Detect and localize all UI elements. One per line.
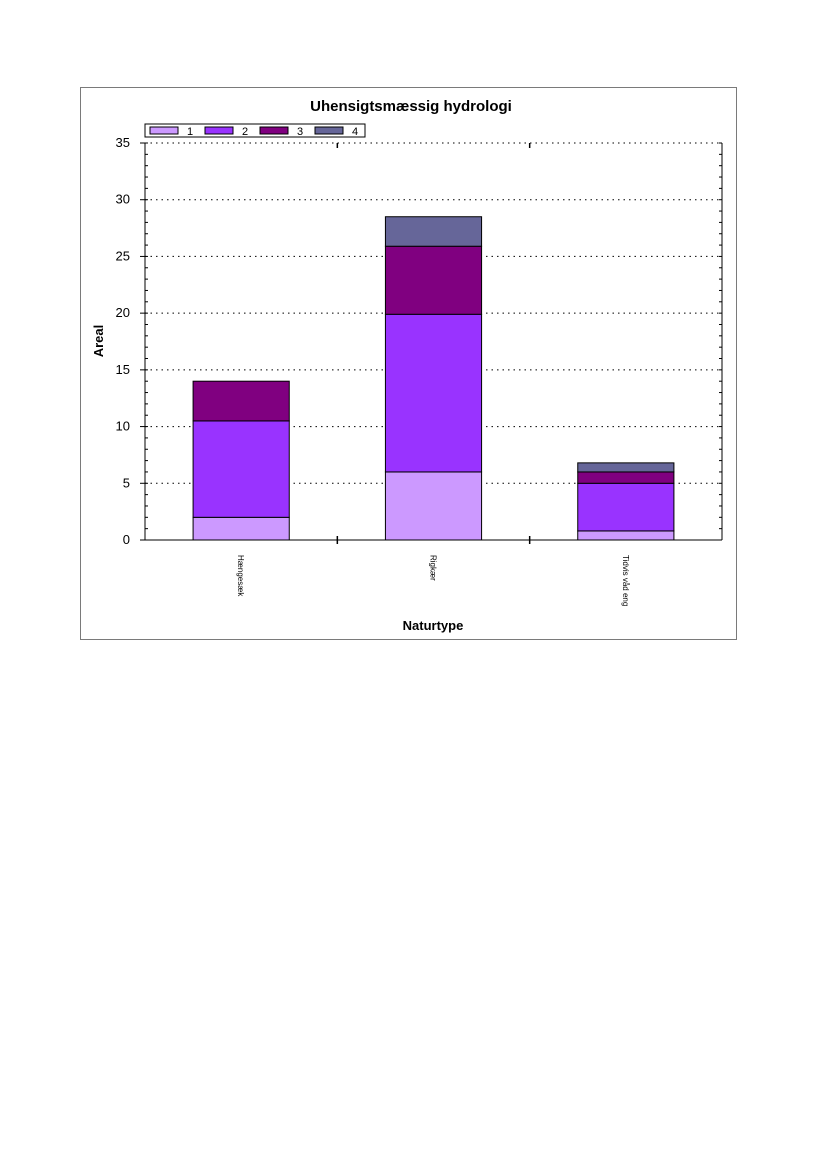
- bar-segment-series-1: [192, 516, 290, 541]
- x-category-label: Rigkær: [429, 555, 438, 581]
- bar-segment-series-3: [384, 245, 483, 315]
- bar-segment-series-1: [577, 530, 675, 541]
- y-tick-label: 5: [123, 475, 130, 490]
- legend-label-4: 4: [352, 126, 358, 138]
- chart-svg: Uhensigtsmæssig hydrologi Areal Naturtyp…: [91, 98, 723, 633]
- bar-segment-series-2: [384, 313, 483, 473]
- y-tick-label: 15: [116, 362, 130, 377]
- legend-swatch-4: [314, 126, 344, 135]
- y-tick-label: 35: [116, 135, 130, 150]
- legend-swatch-3: [259, 126, 289, 135]
- y-tick-label: 10: [116, 419, 130, 434]
- bar-segment-series-2: [577, 482, 675, 532]
- legend: 1 2 3 4: [144, 123, 366, 138]
- legend-label-2: 2: [242, 126, 248, 138]
- bars-layer: [192, 216, 675, 541]
- x-category-label: Hængesæk: [236, 555, 245, 597]
- y-tick-label: 25: [116, 248, 130, 263]
- bar-segment-series-4: [384, 216, 483, 247]
- chart-title: Uhensigtsmæssig hydrologi: [310, 98, 512, 115]
- legend-label-3: 3: [297, 126, 303, 138]
- legend-swatch-1: [149, 126, 179, 135]
- legend-swatch-2: [204, 126, 234, 135]
- y-tick-label: 20: [116, 305, 130, 320]
- y-axis-title: Areal: [91, 325, 106, 358]
- chart-frame: Uhensigtsmæssig hydrologi Areal Naturtyp…: [80, 87, 737, 640]
- x-axis-title: Naturtype: [403, 618, 464, 633]
- bar-segment-series-4: [577, 462, 675, 473]
- bar-segment-series-3: [192, 380, 290, 422]
- bar-segment-series-2: [192, 420, 290, 518]
- legend-box: [144, 123, 366, 138]
- legend-label-1: 1: [187, 126, 193, 138]
- y-tick-label: 30: [116, 192, 130, 207]
- y-tick-label: 0: [123, 532, 130, 547]
- x-category-label: Tidvis våd eng: [621, 555, 630, 606]
- bar-segment-series-3: [577, 471, 675, 484]
- bar-segment-series-1: [384, 471, 483, 541]
- axes-layer: 0 5 10 15 20 25 30 35 Hængesæk Rigkær Tidvis våd e…: [116, 135, 723, 606]
